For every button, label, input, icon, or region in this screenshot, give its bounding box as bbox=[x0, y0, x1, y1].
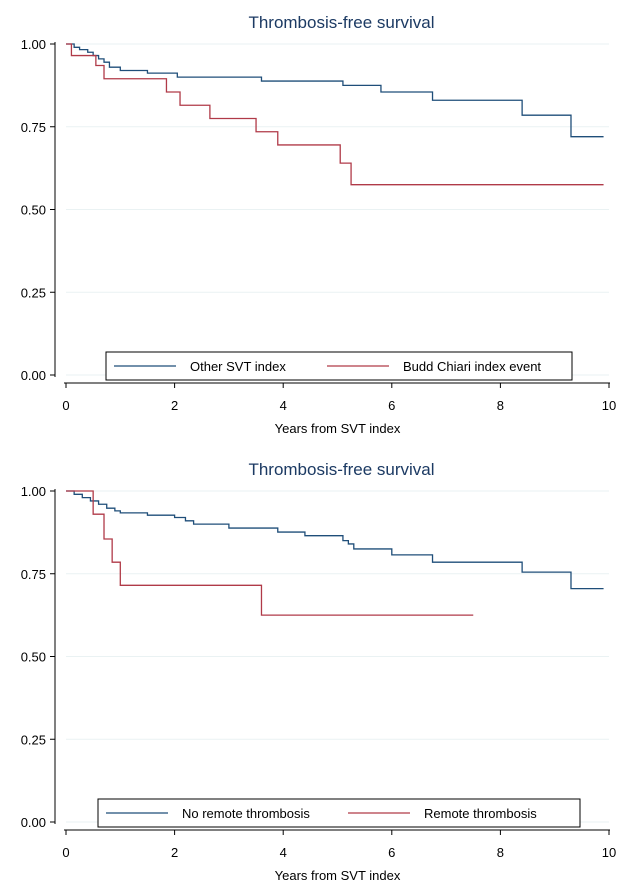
series-line-red bbox=[66, 43, 604, 186]
series-line-blue bbox=[66, 43, 604, 138]
y-tick-label: 1.00 bbox=[21, 484, 46, 499]
legend-label: Budd Chiari index event bbox=[403, 359, 541, 374]
y-tick-label: 0.75 bbox=[21, 120, 46, 135]
y-tick-label: 0.75 bbox=[21, 567, 46, 582]
x-tick-label: 6 bbox=[388, 398, 395, 413]
x-tick-label: 4 bbox=[280, 398, 287, 413]
survival-chart-top: Thrombosis-free survival 0.00 0.25 0.50 0.75… bbox=[21, 13, 617, 436]
y-tick-label: 0.00 bbox=[21, 815, 46, 830]
x-tick-label: 2 bbox=[171, 845, 178, 860]
legend-label: No remote thrombosis bbox=[182, 806, 310, 821]
x-tick-label: 2 bbox=[171, 398, 178, 413]
legend-box bbox=[97, 798, 581, 828]
y-tick-label: 0.25 bbox=[21, 732, 46, 747]
x-tick-label: 6 bbox=[388, 845, 395, 860]
x-tick-label: 0 bbox=[62, 398, 69, 413]
chart-panel-bottom: Thrombosis-free survival 0.00 0.25 0.50 0.75… bbox=[0, 447, 621, 894]
series-line-blue bbox=[66, 490, 604, 590]
y-tick-label: 0.25 bbox=[21, 285, 46, 300]
x-tick-label: 0 bbox=[62, 845, 69, 860]
legend-label: Remote thrombosis bbox=[424, 806, 537, 821]
y-tick-label: 0.00 bbox=[21, 368, 46, 383]
x-tick-label: 4 bbox=[280, 845, 287, 860]
x-tick-label: 8 bbox=[497, 845, 504, 860]
chart-title: Thrombosis-free survival bbox=[248, 13, 434, 32]
series-line-red bbox=[66, 490, 474, 616]
legend-label: Other SVT index bbox=[190, 359, 286, 374]
y-tick-label: 0.50 bbox=[21, 203, 46, 218]
x-axis-title: Years from SVT index bbox=[275, 421, 401, 436]
x-tick-label: 8 bbox=[497, 398, 504, 413]
y-tick-label: 1.00 bbox=[21, 37, 46, 52]
survival-chart-bottom: Thrombosis-free survival 0.00 0.25 0.50 0.75… bbox=[21, 460, 617, 883]
x-tick-label: 10 bbox=[602, 845, 616, 860]
chart-title: Thrombosis-free survival bbox=[248, 460, 434, 479]
chart-panel-top: Thrombosis-free survival 0.00 0.25 0.50 0.75… bbox=[21, 13, 617, 436]
x-axis-title: Years from SVT index bbox=[275, 868, 401, 883]
x-tick-label: 10 bbox=[602, 398, 616, 413]
y-tick-label: 0.50 bbox=[21, 650, 46, 665]
